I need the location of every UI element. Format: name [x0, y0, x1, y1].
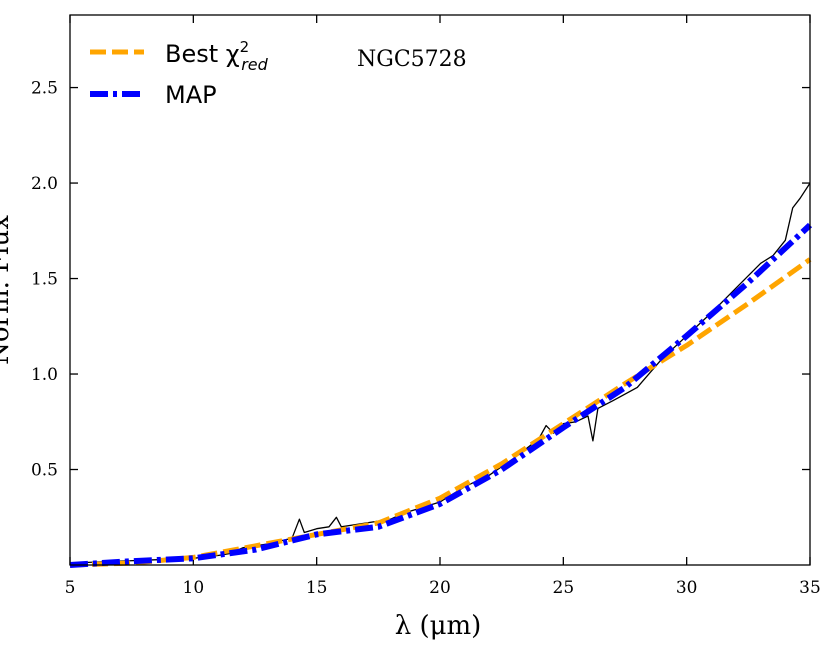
legend-label-map: MAP: [165, 81, 217, 109]
y-axis-title: Norm. Flux: [0, 215, 15, 365]
y-tick-label: 2.0: [31, 174, 58, 194]
x-tick-label: 20: [429, 578, 451, 598]
y-tick-label: 0.5: [31, 461, 58, 481]
y-tick-label: 1.0: [31, 365, 58, 385]
best-chi2-fit-line: [69, 257, 812, 568]
y-tick-label: 2.5: [31, 79, 58, 99]
plot-frame: [69, 14, 811, 566]
object-name-annotation: NGC5728: [357, 47, 467, 72]
x-axis-title: λ (μm): [395, 611, 482, 641]
legend: Best χ2 red MAP: [90, 38, 269, 109]
legend-label-best-chi2: Best χ2 red: [165, 38, 269, 74]
x-tick-label: 10: [183, 578, 205, 598]
x-tick-label: 15: [306, 578, 328, 598]
y-tick-label: 1.5: [31, 270, 58, 290]
x-tick-label: 35: [799, 578, 821, 598]
x-tick-label: 30: [676, 578, 698, 598]
map-fit-line: [69, 222, 813, 568]
x-tick-label: 5: [65, 578, 76, 598]
x-tick-label: 25: [553, 578, 575, 598]
